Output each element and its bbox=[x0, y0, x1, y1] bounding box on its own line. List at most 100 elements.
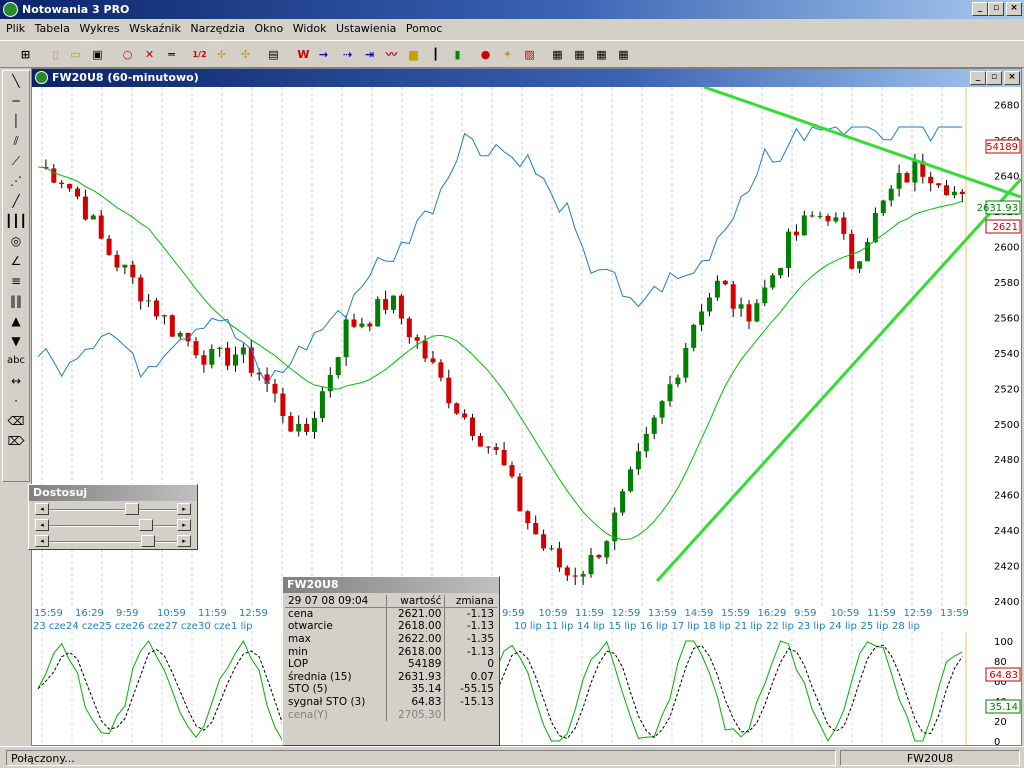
time-label: 10:59 bbox=[157, 608, 186, 619]
alert-icon[interactable]: ✦ bbox=[502, 48, 513, 61]
info-panel: FW20U8 29 07 08 09:04 wartość zmiana cena 2… bbox=[282, 576, 500, 746]
signal-icon[interactable]: ● bbox=[480, 48, 491, 61]
candle-body bbox=[280, 393, 286, 417]
time-label: 15:59 bbox=[721, 608, 750, 619]
close-button[interactable]: × bbox=[1006, 2, 1022, 16]
time-label: 14:59 bbox=[685, 608, 714, 619]
vertical-line-icon[interactable]: │ bbox=[12, 114, 20, 128]
adjust-slider-3[interactable]: ◂ ▸ bbox=[35, 535, 191, 549]
cycles-icon[interactable]: ‖‖ bbox=[10, 294, 22, 308]
arrow-line3-icon[interactable]: ⇥ bbox=[364, 48, 375, 61]
resistance-trendline bbox=[703, 87, 1021, 199]
new-file-icon[interactable]: ▯ bbox=[52, 48, 59, 61]
arrow-down-icon[interactable]: ▼ bbox=[11, 334, 21, 348]
date-label: 15 lip bbox=[609, 621, 637, 632]
candle-body bbox=[628, 469, 633, 492]
app-title-bar: Notowania 3 PRO _ ▫ × bbox=[0, 0, 1024, 19]
candle-body bbox=[833, 217, 839, 222]
trendline-icon[interactable]: ⟋ bbox=[11, 154, 21, 168]
text-tool-icon[interactable]: abc bbox=[7, 355, 25, 366]
horizontal-line-icon[interactable]: ─ bbox=[12, 94, 20, 108]
eraser-all-icon[interactable]: ⌦ bbox=[7, 434, 25, 448]
price-chart[interactable]: 2680266026402620260025802560254025202500… bbox=[32, 87, 1021, 745]
candle-body bbox=[951, 191, 957, 196]
maximize-button[interactable]: ▫ bbox=[988, 2, 1004, 16]
layout1-icon[interactable]: ▦ bbox=[552, 48, 563, 61]
gann-icon[interactable]: ∠ bbox=[10, 254, 22, 268]
time-label: 13:59 bbox=[940, 608, 969, 619]
arrow-up-icon[interactable]: ▲ bbox=[11, 314, 21, 328]
arrow-line-icon[interactable]: → bbox=[318, 48, 329, 61]
candle-body bbox=[635, 451, 641, 470]
fan-icon[interactable]: ⋰ bbox=[10, 174, 22, 188]
layout3-icon[interactable]: ▦ bbox=[596, 48, 607, 61]
chart-window-icon[interactable]: ▨ bbox=[524, 48, 535, 61]
arc-icon[interactable]: ◎ bbox=[10, 234, 22, 248]
triple-line-icon[interactable]: ┃┃┃ bbox=[5, 214, 27, 228]
minimize-button[interactable]: _ bbox=[972, 2, 988, 16]
move-icon[interactable]: ↔ bbox=[10, 374, 22, 388]
app-icon bbox=[3, 2, 18, 17]
point-icon[interactable]: · bbox=[14, 394, 18, 408]
menu-okno[interactable]: Okno bbox=[254, 22, 284, 35]
time-label: 10:59 bbox=[539, 608, 568, 619]
menu-narzedzia[interactable]: Narzędzia bbox=[190, 22, 245, 35]
ratio-icon[interactable]: 1/2 bbox=[192, 50, 207, 59]
time-label: 12:59 bbox=[239, 608, 268, 619]
save-icon[interactable]: ▣ bbox=[92, 48, 103, 61]
menu-ustawienia[interactable]: Ustawienia bbox=[335, 22, 397, 35]
date-label: 23 cze bbox=[33, 621, 66, 632]
sto-value-label: 35.14 bbox=[989, 702, 1018, 713]
candle-body bbox=[588, 554, 594, 575]
adjust-panel: Dostosuj ◂ ▸ ◂ ▸ ◂ ▸ bbox=[28, 484, 198, 550]
candle-body bbox=[209, 349, 215, 365]
info-row: max 2622.00 -1.35 bbox=[285, 632, 497, 646]
candle-icon[interactable]: ▮ bbox=[454, 48, 461, 61]
candle-body bbox=[778, 268, 784, 276]
grid-icon[interactable]: ⊞ bbox=[20, 48, 31, 61]
delete-icon[interactable]: ✕ bbox=[144, 48, 155, 61]
candle-body bbox=[793, 231, 799, 236]
candle-body bbox=[580, 574, 586, 577]
eraser-icon[interactable]: ⌫ bbox=[7, 414, 25, 428]
candle-body bbox=[272, 383, 278, 394]
adjust-slider-2[interactable]: ◂ ▸ bbox=[35, 519, 191, 533]
candle-body bbox=[185, 332, 191, 342]
candle-body bbox=[754, 303, 760, 322]
layout2-icon[interactable]: ▦ bbox=[574, 48, 585, 61]
menu-wykres[interactable]: Wykres bbox=[79, 22, 120, 35]
ruler-icon[interactable]: ═ bbox=[168, 48, 175, 61]
layout4-icon[interactable]: ▦ bbox=[618, 48, 629, 61]
arrow-line2-icon[interactable]: ⇢ bbox=[342, 48, 353, 61]
menu-pomoc[interactable]: Pomoc bbox=[405, 22, 443, 35]
menu-widok[interactable]: Widok bbox=[292, 22, 327, 35]
menu-tabela[interactable]: Tabela bbox=[34, 22, 70, 35]
crosshair-icon[interactable]: ✢ bbox=[216, 48, 227, 61]
candle-body bbox=[161, 315, 167, 317]
candle-body bbox=[817, 215, 823, 217]
candle-body bbox=[801, 215, 807, 236]
channel-icon[interactable]: ⫽ bbox=[13, 134, 19, 148]
line-chart-icon[interactable]: 〰 bbox=[386, 48, 397, 61]
menu-plik[interactable]: Plik bbox=[6, 22, 26, 35]
open-folder-icon[interactable]: ▭ bbox=[70, 48, 81, 61]
williams-icon[interactable]: W bbox=[297, 48, 310, 61]
time-label: 12:59 bbox=[904, 608, 933, 619]
sto-line bbox=[37, 639, 963, 743]
date-label: 25 lip bbox=[861, 621, 889, 632]
adjust-slider-1[interactable]: ◂ ▸ bbox=[35, 503, 191, 517]
candle-body bbox=[193, 341, 199, 356]
diagonal-line-icon[interactable]: ╲ bbox=[12, 74, 20, 88]
chart-close-button[interactable]: × bbox=[1004, 71, 1020, 85]
bar-chart-icon[interactable]: ▆ bbox=[409, 48, 418, 61]
menu-wskaznik[interactable]: Wskaźnik bbox=[129, 22, 181, 35]
zoom-icon[interactable]: ○ bbox=[122, 48, 133, 61]
ohlc-icon[interactable]: ┃ bbox=[432, 48, 439, 61]
chart-maximize-button[interactable]: ▫ bbox=[986, 71, 1002, 85]
chart-minimize-button[interactable]: _ bbox=[970, 71, 986, 85]
line-tool-icon[interactable]: ╱ bbox=[12, 194, 20, 208]
fibo-icon[interactable]: ≡ bbox=[10, 274, 22, 288]
target-icon[interactable]: ✣ bbox=[240, 48, 251, 61]
table-icon[interactable]: ▤ bbox=[268, 48, 279, 61]
candle-body bbox=[683, 347, 689, 378]
